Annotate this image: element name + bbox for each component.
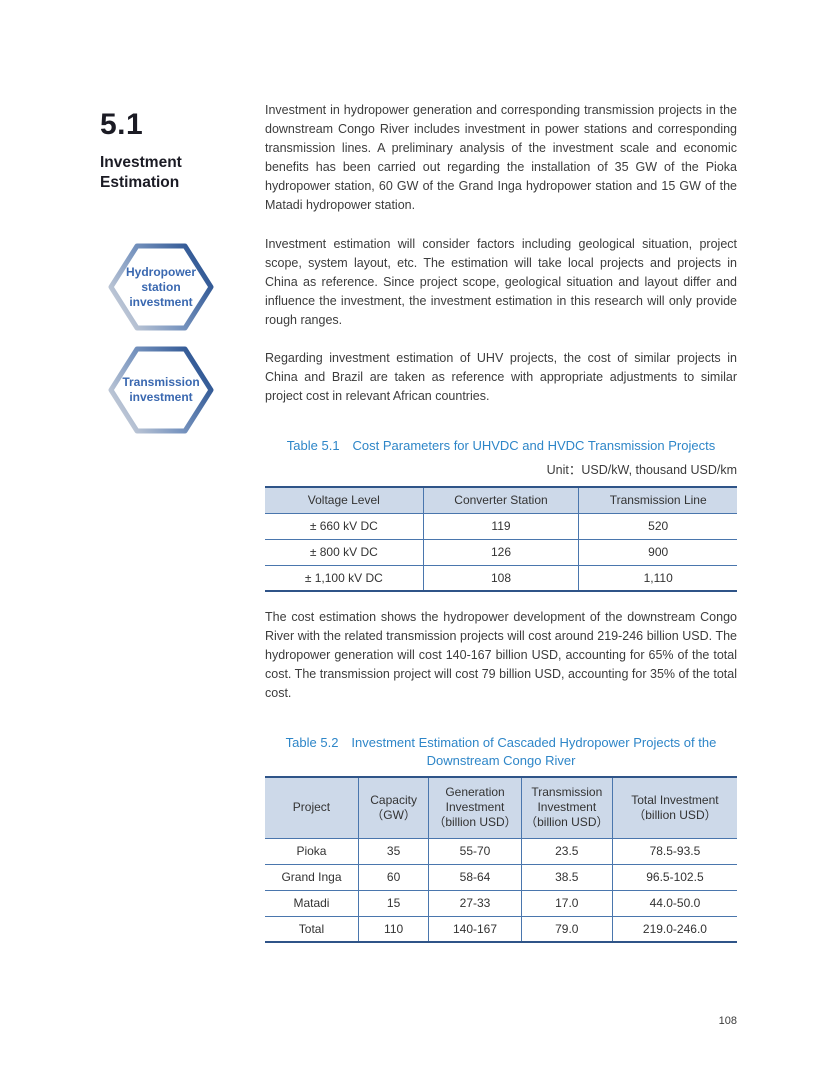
cell-project: Matadi xyxy=(265,890,359,917)
table-row: Grand Inga 60 58-64 38.5 96.5-102.5 xyxy=(265,864,737,891)
col-header-transmission-investment: Transmission Investment （billion USD） xyxy=(521,777,613,839)
cell-total: 44.0-50.0 xyxy=(612,890,737,917)
cell-voltage: ± 660 kV DC xyxy=(265,513,424,540)
cell-line: 900 xyxy=(578,539,737,566)
table-investment-estimation: Project Capacity （GW） Generation Investm… xyxy=(265,776,737,943)
cell-project: Grand Inga xyxy=(265,864,359,891)
page-number: 108 xyxy=(718,1015,737,1027)
cell-capacity: 60 xyxy=(358,864,430,891)
cell-generation: 55-70 xyxy=(428,838,522,865)
cell-transmission: 23.5 xyxy=(521,838,613,865)
table-row: ± 660 kV DC 119 520 xyxy=(265,513,737,540)
table-5-2-title: Table 5.2 Investment Estimation of Cascad… xyxy=(265,734,737,770)
cell-total: 78.5-93.5 xyxy=(612,838,737,865)
cell-capacity: 110 xyxy=(358,916,430,942)
table-row: ± 1,100 kV DC 108 1,110 xyxy=(265,565,737,591)
table-5-1-title: Table 5.1 Cost Parameters for UHVDC and H… xyxy=(265,437,737,455)
cell-total: 219.0-246.0 xyxy=(642,921,707,936)
table-header-row: Voltage Level Converter Station Transmis… xyxy=(265,487,737,514)
cell-voltage: ± 1,100 kV DC xyxy=(265,565,424,591)
paragraph-cost-summary: The cost estimation shows the hydropower… xyxy=(265,610,737,700)
badge-hydropower-investment: Hydropower station investment xyxy=(108,241,214,333)
cell-transmission: 17.0 xyxy=(521,890,613,917)
table-row-total: Total 110 140-167 79.0 219.0-246.0 xyxy=(265,916,737,942)
table-5-2-label: Table 5.2 xyxy=(285,735,339,750)
table-5-2-caption: Investment Estimation of Cascaded Hydrop… xyxy=(351,735,717,768)
badge-transmission-label: Transmission investment xyxy=(122,375,200,404)
table-5-1-unit: Unit：USD/kW, thousand USD/km xyxy=(546,463,737,477)
section-number: 5.1 xyxy=(100,108,144,141)
cell-line: 520 xyxy=(578,513,737,540)
cell-transmission: 79.0 xyxy=(521,916,613,942)
col-header-project: Project xyxy=(265,777,359,839)
paragraph-intro: Investment in hydropower generation and … xyxy=(265,103,737,212)
col-header-capacity: Capacity （GW） xyxy=(358,777,430,839)
table-header-row: Project Capacity （GW） Generation Investm… xyxy=(265,777,737,839)
col-header-transmission-line: Transmission Line xyxy=(578,487,737,514)
table-row: ± 800 kV DC 126 900 xyxy=(265,539,737,566)
col-header-total-investment: Total Investment （billion USD） xyxy=(612,777,737,839)
table-row: Matadi 15 27-33 17.0 44.0-50.0 xyxy=(265,890,737,917)
cell-converter: 108 xyxy=(423,565,580,591)
cell-converter: 119 xyxy=(423,513,580,540)
paragraph-uhv-reference: Regarding investment estimation of UHV p… xyxy=(265,351,737,403)
cell-transmission: 38.5 xyxy=(521,864,613,891)
section-heading: 5.1 Investment Estimation xyxy=(100,108,250,193)
main-content: Investment in hydropower generation and … xyxy=(265,0,737,943)
table-5-1-caption: Cost Parameters for UHVDC and HVDC Trans… xyxy=(352,438,716,453)
cell-generation: 58-64 xyxy=(428,864,522,891)
cell-project: Total xyxy=(265,916,359,942)
table-cost-parameters: Voltage Level Converter Station Transmis… xyxy=(265,486,737,592)
badge-hydropower-label: Hydropower station investment xyxy=(125,264,196,309)
section-title: Investment Estimation xyxy=(100,154,182,191)
cell-line: 1,110 xyxy=(643,570,673,585)
cell-voltage: ± 800 kV DC xyxy=(265,539,424,566)
cell-generation: 140-167 xyxy=(428,916,522,942)
cell-total: 96.5-102.5 xyxy=(612,864,737,891)
cell-project: Pioka xyxy=(265,838,359,865)
hexagon-outline-icon xyxy=(108,243,214,331)
cell-converter: 126 xyxy=(423,539,580,566)
paragraph-estimation-factors: Investment estimation will consider fact… xyxy=(265,237,737,327)
table-row: Pioka 35 55-70 23.5 78.5-93.5 xyxy=(265,838,737,865)
col-header-converter-station: Converter Station xyxy=(423,487,580,514)
table-5-1-label: Table 5.1 xyxy=(286,438,340,453)
hexagon-outline-icon xyxy=(108,346,214,434)
col-header-generation-investment: Generation Investment （billion USD） xyxy=(428,777,522,839)
cell-capacity: 35 xyxy=(358,838,430,865)
col-header-voltage-level: Voltage Level xyxy=(265,487,424,514)
badge-transmission-investment: Transmission investment xyxy=(108,344,214,436)
cell-generation: 27-33 xyxy=(428,890,522,917)
cell-capacity: 15 xyxy=(358,890,430,917)
